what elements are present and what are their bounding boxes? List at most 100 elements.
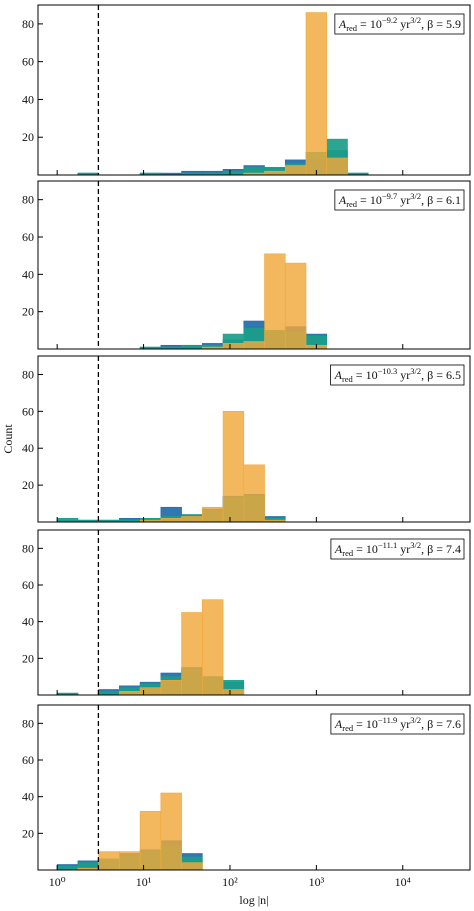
y-tick-label: 60 bbox=[22, 404, 34, 418]
annotation-part: yr bbox=[397, 17, 410, 31]
annotation-part: 3/2 bbox=[410, 715, 421, 725]
y-tick-label: 20 bbox=[22, 130, 34, 144]
histogram-bar bbox=[222, 411, 245, 523]
x-tick-label: 10⁰ bbox=[49, 875, 66, 889]
histogram-bar bbox=[119, 851, 141, 871]
y-tick-label: 40 bbox=[22, 92, 34, 106]
annotation-box bbox=[334, 13, 465, 35]
annotation-box bbox=[330, 538, 465, 560]
axes-frame bbox=[37, 4, 471, 176]
annotation-part: , β = 6.5 bbox=[421, 368, 461, 382]
histogram-bar bbox=[139, 811, 162, 871]
y-tick-label: 40 bbox=[22, 790, 34, 804]
annotation-part: −9.2 bbox=[382, 15, 397, 25]
annotation-part: = 10 bbox=[353, 368, 378, 382]
x-axis-label: log |n| bbox=[239, 893, 268, 907]
annotation-part: , β = 7.6 bbox=[421, 717, 461, 731]
y-tick-label: 20 bbox=[22, 826, 34, 840]
x-tick-label: 10³ bbox=[309, 875, 325, 889]
y-tick-label: 20 bbox=[22, 651, 34, 665]
histogram-bar bbox=[243, 464, 265, 523]
histogram-bar bbox=[56, 866, 79, 871]
annotation-box bbox=[330, 364, 465, 386]
annotation-part: A bbox=[338, 17, 347, 31]
annotation-part: yr bbox=[397, 542, 410, 556]
annotation-part: −11.9 bbox=[378, 715, 397, 725]
annotation: Ared = 10−9.7 yr3/2, β = 6.1 bbox=[338, 191, 461, 209]
annotation: Ared = 10−10.3 yr3/2, β = 6.5 bbox=[334, 366, 461, 384]
y-tick-label: 80 bbox=[22, 716, 34, 730]
histogram-bar bbox=[202, 506, 224, 523]
annotation-part: red bbox=[342, 548, 354, 558]
annotation-part: , β = 7.4 bbox=[421, 542, 461, 556]
annotation-part: , β = 5.9 bbox=[421, 17, 461, 31]
y-tick-label: 60 bbox=[22, 230, 34, 244]
annotation-part: A bbox=[334, 368, 343, 382]
y-tick-label: 80 bbox=[22, 541, 34, 555]
annotation-part: −11.1 bbox=[378, 540, 397, 550]
annotation: Ared = 10−11.9 yr3/2, β = 7.6 bbox=[334, 715, 461, 733]
annotation-part: = 10 bbox=[357, 17, 382, 31]
y-tick-label: 60 bbox=[22, 753, 34, 767]
y-tick-label: 40 bbox=[22, 267, 34, 281]
histogram-bar bbox=[181, 862, 203, 871]
x-tick-label: 10⁴ bbox=[395, 875, 411, 889]
annotation-part: red bbox=[346, 23, 358, 33]
y-tick-label: 80 bbox=[22, 367, 34, 381]
annotation-part: red bbox=[346, 199, 358, 209]
histogram-bar bbox=[98, 851, 120, 871]
histogram-bar bbox=[264, 170, 286, 176]
histogram-bar bbox=[160, 680, 182, 696]
x-tick-label: 10² bbox=[222, 875, 238, 889]
annotation-part: yr bbox=[397, 717, 410, 731]
y-tick-label: 40 bbox=[22, 615, 34, 629]
axes-frame bbox=[37, 704, 471, 871]
y-tick-label: 60 bbox=[22, 55, 34, 69]
annotation-part: 3/2 bbox=[410, 15, 421, 25]
y-tick-label: 80 bbox=[22, 193, 34, 207]
histogram-bar bbox=[56, 518, 79, 523]
annotation-part: A bbox=[334, 717, 343, 731]
y-tick-label: 60 bbox=[22, 578, 34, 592]
histogram-bar bbox=[119, 691, 141, 696]
annotation-part: −10.3 bbox=[378, 366, 398, 376]
annotation: Ared = 10−9.2 yr3/2, β = 5.9 bbox=[338, 15, 461, 33]
y-axis-label: Count bbox=[1, 424, 15, 454]
annotation-part: = 10 bbox=[353, 542, 378, 556]
annotation-part: = 10 bbox=[353, 717, 378, 731]
y-tick-label: 20 bbox=[22, 305, 34, 319]
histogram-bar bbox=[326, 157, 348, 176]
histogram-bar bbox=[222, 343, 245, 350]
annotation-part: red bbox=[342, 374, 354, 384]
histogram-bar bbox=[222, 689, 245, 696]
histogram-bar bbox=[160, 792, 182, 871]
histogram-bar bbox=[98, 691, 120, 696]
histogram-bar bbox=[181, 344, 203, 350]
annotation: Ared = 10−11.1 yr3/2, β = 7.4 bbox=[334, 540, 461, 558]
annotation-part: A bbox=[338, 193, 347, 207]
axes-frame bbox=[37, 180, 471, 350]
annotation-part: = 10 bbox=[357, 193, 382, 207]
annotation-part: yr bbox=[397, 368, 410, 382]
annotation-part: −9.7 bbox=[382, 191, 397, 201]
histogram-bar bbox=[181, 516, 203, 523]
histogram-bar bbox=[202, 599, 224, 696]
histogram-bar bbox=[160, 518, 182, 523]
histogram-bar bbox=[305, 12, 328, 176]
annotation-part: red bbox=[342, 723, 354, 733]
annotation-part: A bbox=[334, 542, 343, 556]
histogram-bar bbox=[243, 341, 265, 350]
annotation-part: 3/2 bbox=[410, 540, 421, 550]
annotation-part: yr bbox=[397, 193, 410, 207]
annotation-part: 3/2 bbox=[410, 366, 421, 376]
annotation-part: 3/2 bbox=[410, 191, 421, 201]
axes-frame bbox=[37, 355, 471, 523]
annotation-box bbox=[330, 713, 465, 735]
histogram-bar bbox=[284, 165, 307, 176]
axes-frame bbox=[37, 529, 471, 696]
histogram-bar bbox=[181, 612, 203, 696]
histogram-bar bbox=[222, 170, 245, 176]
y-tick-label: 80 bbox=[22, 17, 34, 31]
annotation-box bbox=[334, 189, 465, 211]
